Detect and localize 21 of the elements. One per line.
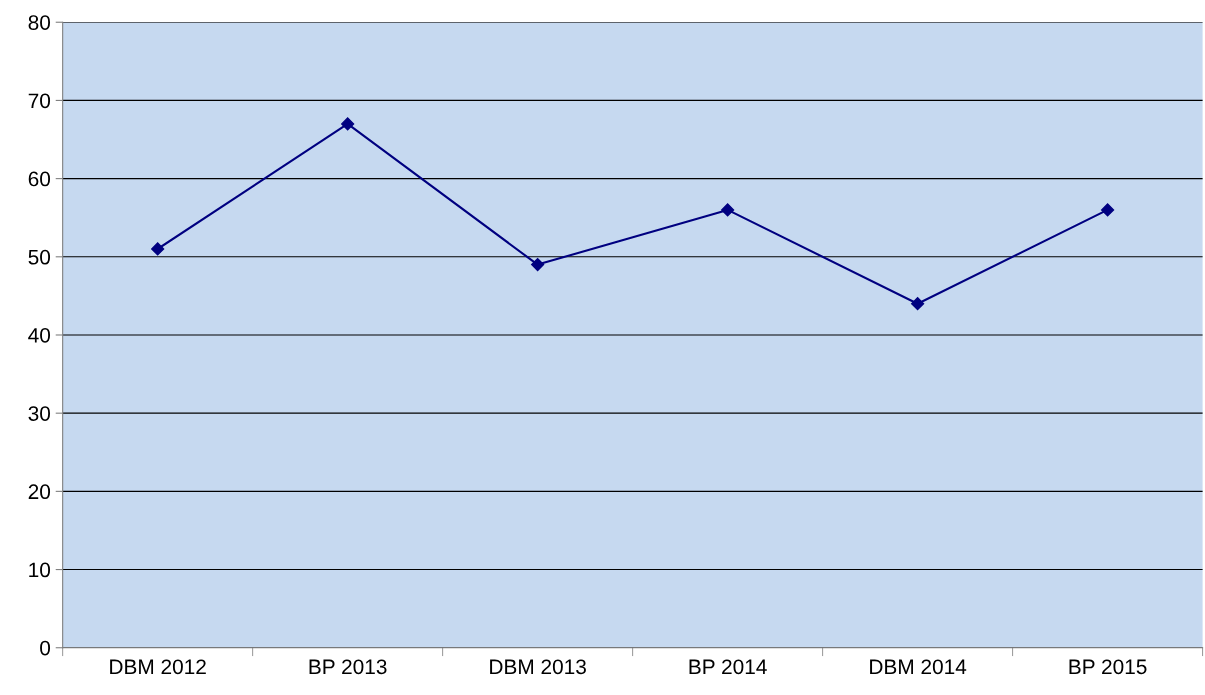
point [531, 258, 545, 272]
y-tick-label: 40 [28, 327, 51, 343]
point [911, 297, 925, 311]
x-tick-label: DBM 2013 [490, 659, 586, 675]
y-tick-label: 70 [28, 93, 51, 109]
y-tick-label: 60 [28, 171, 51, 187]
y-tick-label: 50 [28, 249, 51, 265]
point [151, 242, 165, 256]
y-tick-label: 30 [28, 406, 51, 421]
point [1101, 203, 1115, 217]
y-tick-label: 10 [29, 562, 51, 578]
x-tick-label: DBM 2014 [870, 659, 967, 675]
y-tick-label: 20 [28, 484, 51, 500]
y-tick-label: 0 [40, 640, 51, 656]
x-tick-label: BP 2013 [309, 659, 387, 675]
x-tick-label: DBM 2012 [110, 659, 206, 675]
y-tick-label: 80 [28, 15, 51, 30]
point [721, 203, 735, 217]
point [341, 117, 355, 131]
x-tick-label: BP 2014 [689, 659, 767, 675]
x-tick-label: BP 2015 [1069, 659, 1147, 675]
